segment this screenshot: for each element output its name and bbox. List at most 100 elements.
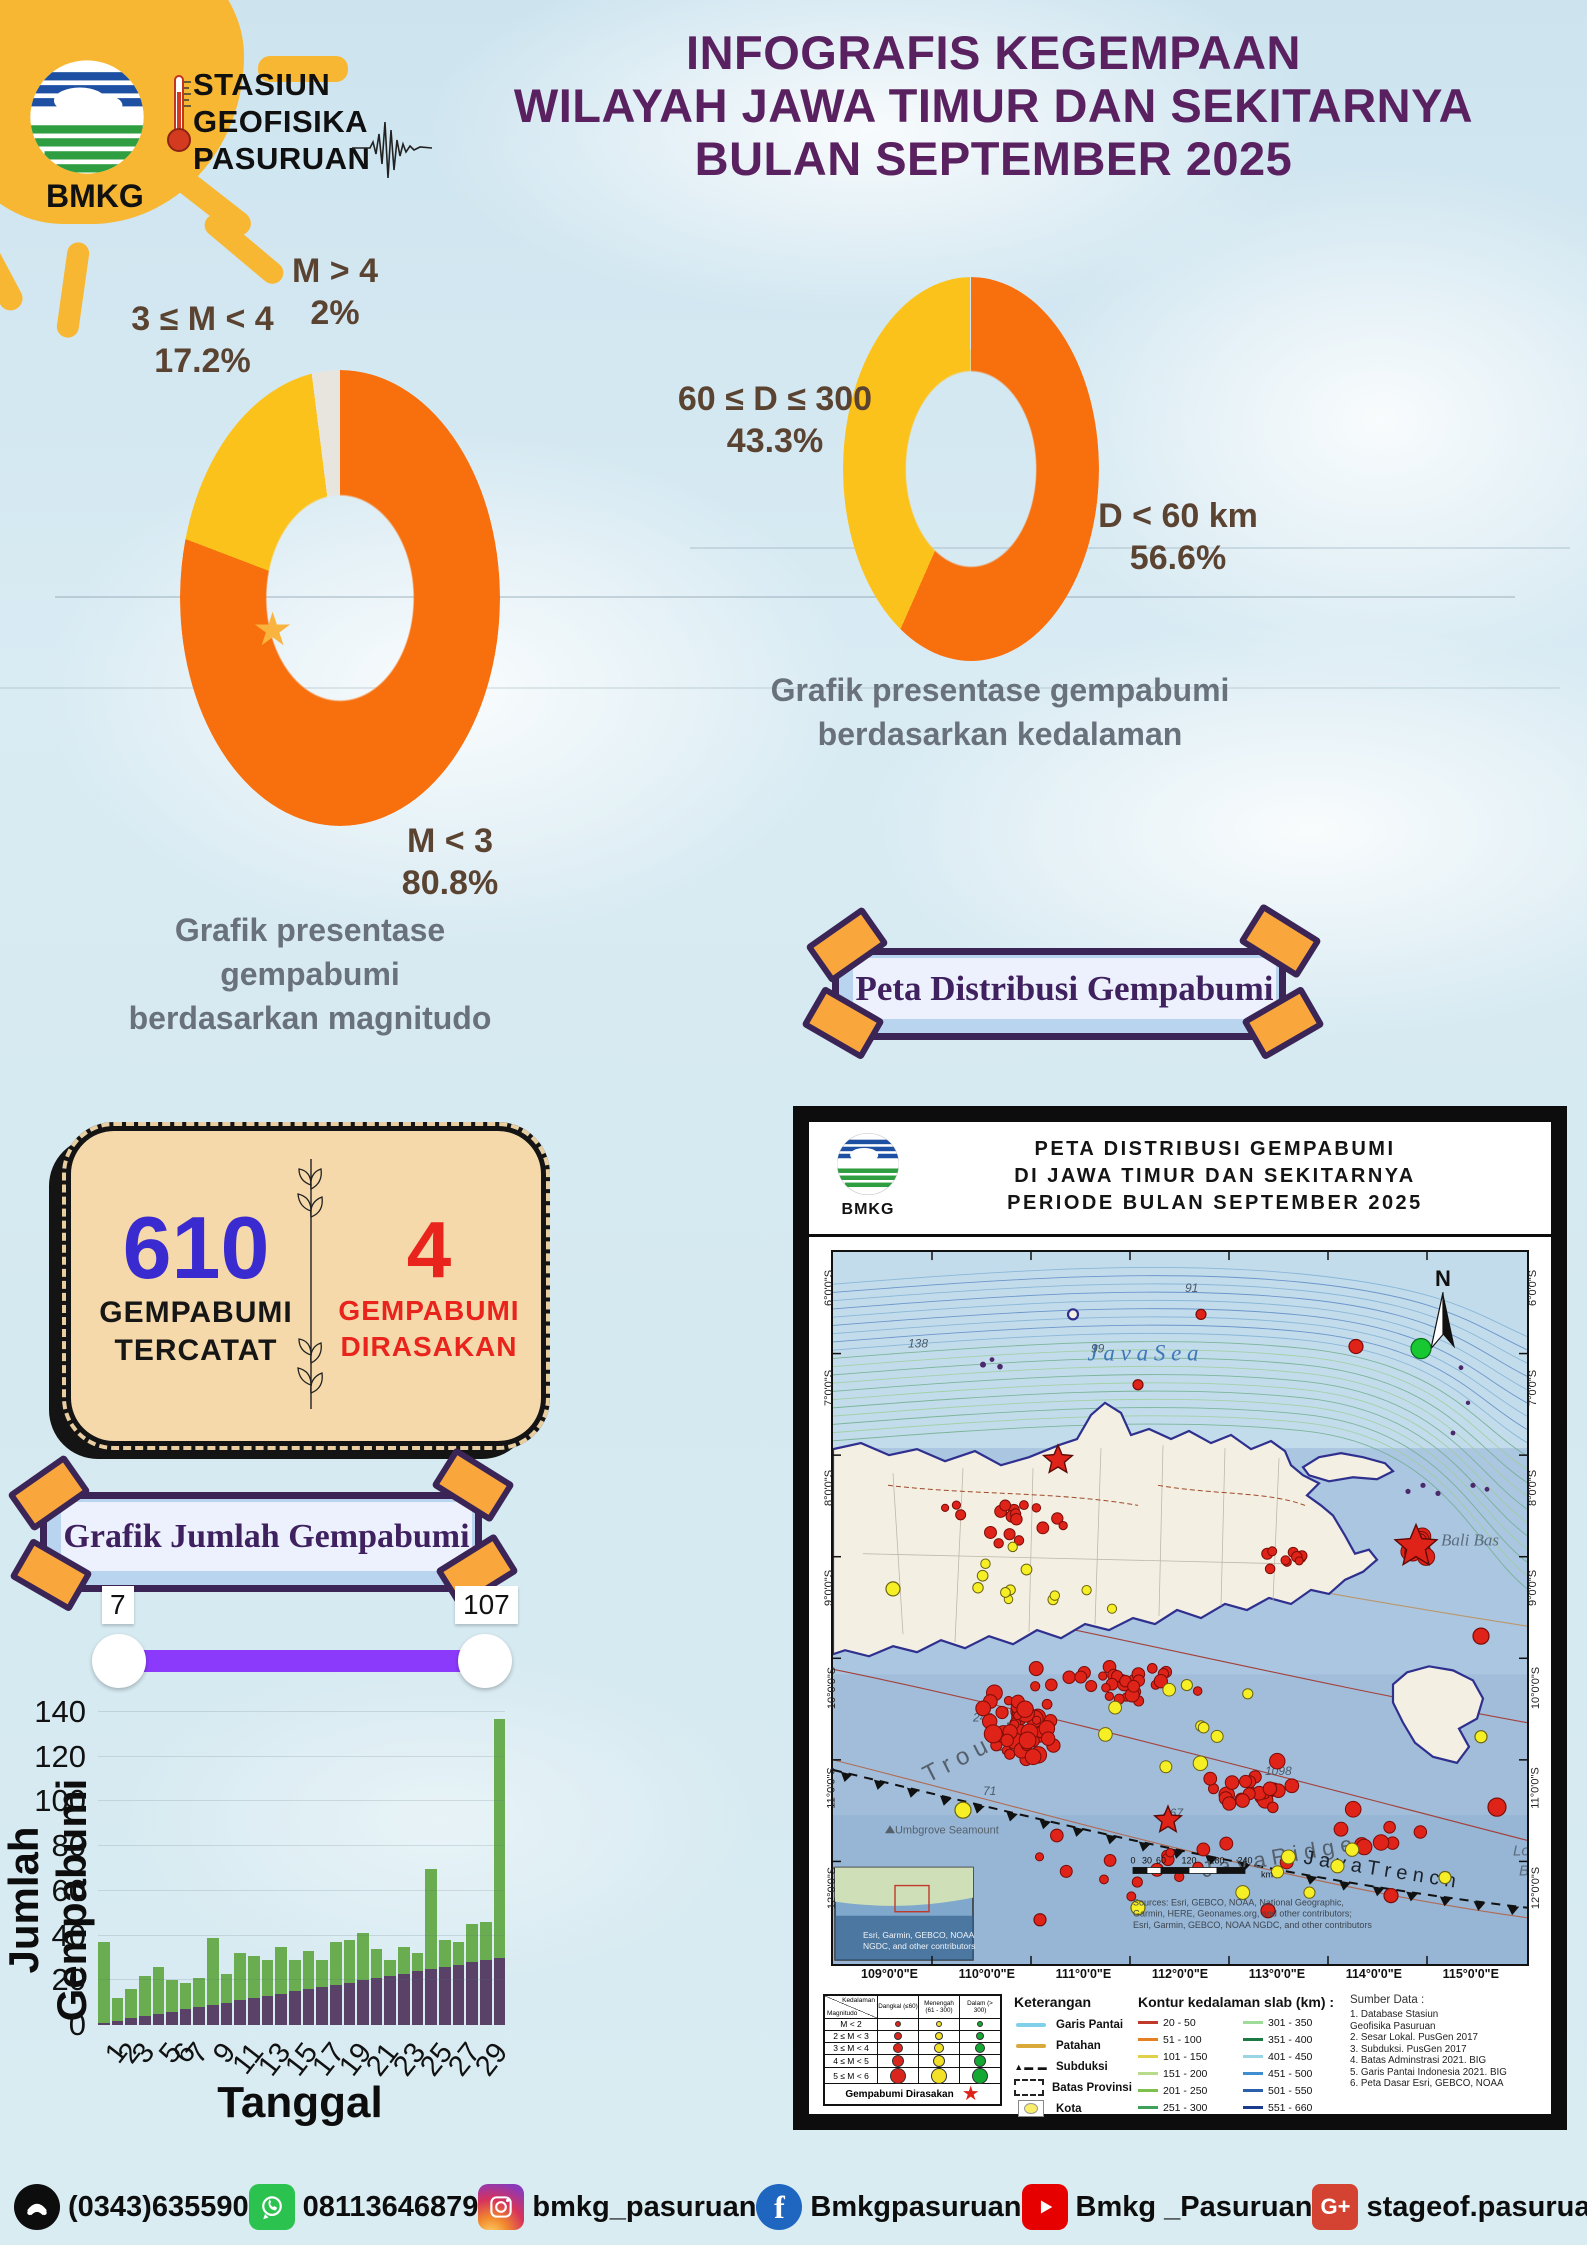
bar-day-26 [439,1940,451,2025]
longitude-label: 115°0'0"E [1442,1967,1499,1981]
legend-item-subduksi: ▲▬ ▬ Subduksi [1014,2060,1108,2073]
station-name: STASIUN GEOFISIKA PASURUAN [193,67,371,176]
bar-day-1 [98,1942,110,2025]
range-slider-track[interactable] [117,1650,485,1672]
bar-day-17 [316,1960,328,2025]
footer-item-gplus[interactable]: G+stageof.pasuruan@bmkg.go.id [1312,2184,1587,2230]
kontur-item: 20 - 50 [1138,2014,1233,2031]
legend-sumber: Sumber Data : 1. Database Stasiun Geofis… [1350,1994,1537,2106]
latitude-label: 8°0'0"S [1527,1469,1540,1507]
latitude-label: 11°0'0"S [1529,1767,1542,1809]
footer-item-phone[interactable]: (0343)635590 [14,2184,249,2230]
svg-text:99: 99 [1091,1342,1105,1356]
felt-label: GEMPABUMI DIRASAKAN [338,1295,520,1362]
kontur-item: 201 - 250 [1138,2082,1233,2099]
kontur-item: 401 - 450 [1243,2048,1338,2065]
footer-item-facebook[interactable]: f Bmkgpasuruan [756,2184,1022,2230]
gridline [98,1845,505,1847]
svg-text:71: 71 [983,1784,996,1798]
map-section-banner: Peta Distribusi Gempabumi [832,948,1286,1040]
bar-day-8 [193,1978,206,2025]
bar-day-4 [138,1975,151,2025]
bar-day-24 [411,1953,424,2025]
kontur-item: 351 - 400 [1243,2031,1338,2048]
bar-day-11 [234,1953,247,2025]
kontur-item: 251 - 300 [1138,2099,1233,2116]
bar-day-7 [179,1982,192,2025]
latitude-label: 6°0'0"S [1527,1269,1540,1307]
longitude-label: 109°0'0"E [861,1967,918,1981]
depth-chart-caption: Grafik presentase gempabumi berdasarkan … [770,672,1230,752]
slider-handle-right[interactable] [458,1634,512,1688]
svg-text:Esri, Garmin, GEBCO, NOAA NGDC: Esri, Garmin, GEBCO, NOAA NGDC, and othe… [1133,1920,1372,1930]
footer-item-youtube[interactable]: Bmkg _Pasuruan [1021,2184,1312,2230]
donut-label-d60-300: 60 ≤ D ≤ 300 43.3% [677,380,873,460]
svg-text:Sources: Esri, GEBCO, NOAA, Na: Sources: Esri, GEBCO, NOAA, National Geo… [1133,1898,1344,1908]
latitude-label: 9°0'0"S [823,1569,836,1607]
bar-day-9 [207,1937,219,2025]
y-tick-label: 20 [51,1962,86,1998]
bar-day-15 [288,1960,301,2025]
felt-count: 4 [406,1205,452,1294]
sun-ray [258,56,348,82]
slider-handle-left[interactable] [92,1634,146,1688]
longitude-label: 113°0'0"E [1248,1967,1306,1981]
kontur-item: 301 - 350 [1243,2014,1338,2031]
longitude-label: 111°0'0"E [1055,1967,1112,1981]
kontur-item: 501 - 550 [1243,2082,1338,2099]
stat-felt: 4 GEMPABUMI DIRASAKAN [329,1131,529,1441]
stats-card: 610 GEMPABUMI TERCATAT 4 GEMPABUMI DIRAS… [62,1122,550,1450]
sumber-item: 1. Database Stasiun [1350,2009,1439,2020]
legend-kontur: Kontur kedalaman slab (km) : 20 - 50 51 -… [1138,1994,1338,2114]
bar-day-21 [370,1949,383,2025]
longitude-label: 112°0'0"E [1151,1967,1209,1981]
svg-text:Bali Bas: Bali Bas [1441,1531,1499,1550]
map-canvas: J a v a S e a Bali Bas T r o u g h J a v… [831,1250,1529,1966]
latitude-label: 10°0'0"S [826,1666,839,1710]
chart-section-banner: Grafik Jumlah Gempabumi [40,1492,482,1592]
bar-day-18 [329,1942,342,2025]
footer-item-whatsapp[interactable]: 08113646879 [248,2184,478,2230]
poster-title: INFOGRAFIS KEGEMPAAN WILAYAH JAWA TIMUR … [513,26,1474,185]
divider-line [0,687,1560,689]
bar-day-19 [343,1940,356,2025]
svg-text:N: N [1435,1266,1451,1291]
x-tick-label: 7 [180,2037,216,2070]
svg-text:Lo: Lo [1513,1842,1527,1859]
bar-day-13 [261,1960,274,2025]
latitude-label: 6°0'0"S [823,1269,836,1307]
y-tick-label: 40 [51,1917,86,1953]
y-tick-label: 60 [51,1872,86,1908]
map-title: PETA DISTRIBUSI GEMPABUMI DI JAWA TIMUR … [1007,1138,1423,1214]
bar-day-29 [479,1922,492,2025]
y-tick-label: 120 [34,1738,86,1774]
y-tick-label: 80 [51,1828,86,1864]
gridline [98,1979,505,1981]
bar-day-16 [302,1951,315,2025]
seismogram-icon [352,121,432,179]
bmkg-logo-text: BMKG [46,178,144,214]
recorded-label: GEMPABUMI TERCATAT [99,1296,293,1367]
latitude-label: 8°0'0"S [823,1469,836,1507]
sumber-item: 6. Peta Dasar Esri, GEBCO, NOAA [1350,2078,1504,2089]
depth-donut-chart [843,277,1099,661]
svg-text:Esri, Garmin, GEBCO, NOAA: Esri, Garmin, GEBCO, NOAA [863,1930,975,1940]
footer-contact-bar: (0343)635590 08113646879 bmkg_pasuruan f Bmk… [0,2177,1587,2237]
latitude-label: 9°0'0"S [1527,1569,1540,1607]
star-icon: ★ [252,603,294,655]
bar-day-5 [152,1966,165,2025]
gridline [98,1800,505,1802]
y-tick-label: 100 [34,1783,86,1819]
footer-item-instagram[interactable]: bmkg_pasuruan [478,2184,756,2230]
sun-ray [55,240,91,340]
donut-label-m-lt3: M < 3 80.8% [401,822,499,902]
plant-divider-icon [297,1159,323,1409]
earthquake-distribution-map: BMKG PETA DISTRIBUSI GEMPABUMI DI JAWA T… [793,1106,1567,2130]
svg-text:km: km [1261,1869,1273,1879]
svg-text:240: 240 [1237,1855,1252,1865]
stat-recorded: 610 GEMPABUMI TERCATAT [91,1131,301,1441]
donut-label-m3-4: 3 ≤ M < 4 17.2% [131,300,274,380]
thermometer-icon [167,75,191,152]
inset-map: Esri, Garmin, GEBCO, NOAA NGDC, and othe… [834,1866,975,1961]
